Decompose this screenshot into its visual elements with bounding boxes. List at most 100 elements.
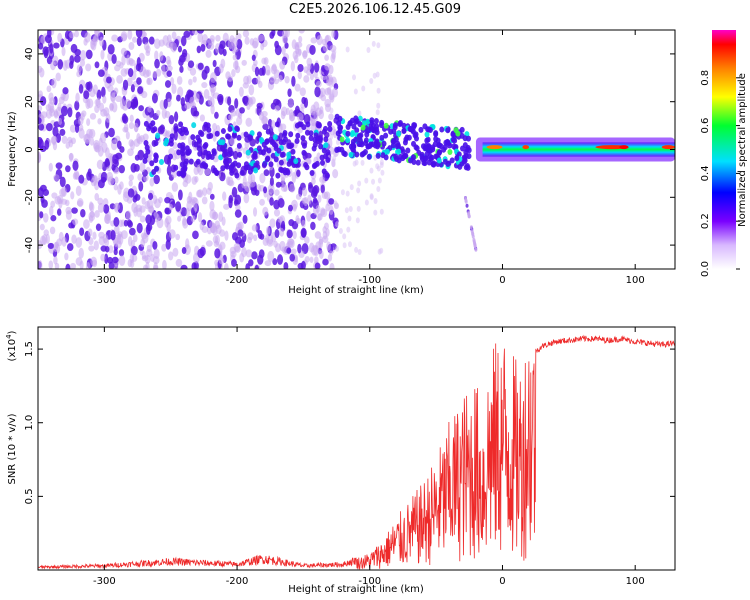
noise-blob xyxy=(245,117,253,127)
noise-blob xyxy=(106,76,112,84)
snr-series-line xyxy=(38,334,675,570)
signal-blob xyxy=(186,148,192,155)
noise-blob xyxy=(287,88,292,98)
noise-blob xyxy=(94,192,100,201)
noise-blob xyxy=(53,109,59,118)
noise-blob xyxy=(231,232,239,241)
noise-blob xyxy=(379,161,384,168)
noise-blob xyxy=(246,236,252,244)
noise-blob xyxy=(71,234,77,244)
signal-blob xyxy=(397,153,403,160)
spectrogram-marks xyxy=(38,30,675,269)
noise-blob xyxy=(128,122,135,130)
noise-blob xyxy=(345,46,350,53)
noise-blob xyxy=(126,219,132,227)
noise-blob xyxy=(84,32,91,43)
signal-blob xyxy=(224,163,230,170)
signal-blob xyxy=(374,129,380,136)
signal-blob xyxy=(218,154,224,161)
noise-blob xyxy=(117,233,122,245)
noise-blob xyxy=(133,122,139,133)
noise-blob xyxy=(140,238,146,248)
noise-blob xyxy=(132,96,138,107)
signal-blob xyxy=(327,120,333,127)
noise-blob xyxy=(39,211,44,219)
noise-blob xyxy=(129,114,134,123)
noise-blob xyxy=(231,69,236,78)
noise-blob xyxy=(38,152,42,163)
signal-blob xyxy=(199,162,205,169)
signal-blob xyxy=(419,153,425,160)
signal-blob xyxy=(214,130,220,137)
noise-blob xyxy=(253,234,258,242)
noise-blob xyxy=(74,123,80,134)
noise-blob xyxy=(107,44,115,55)
noise-blob xyxy=(289,253,296,262)
signal-blob xyxy=(335,130,341,137)
noise-blob xyxy=(80,49,87,61)
top-y-tick-label: 40 xyxy=(24,48,35,61)
noise-blob xyxy=(195,93,200,103)
signal-blob xyxy=(414,145,420,152)
noise-blob xyxy=(209,200,215,212)
noise-blob xyxy=(141,197,146,205)
noise-blob xyxy=(349,184,354,191)
noise-blob xyxy=(259,172,266,184)
noise-blob xyxy=(314,262,321,269)
noise-blob xyxy=(311,177,316,185)
signal-blob xyxy=(447,148,453,155)
noise-blob xyxy=(171,182,179,192)
noise-blob xyxy=(272,98,280,106)
noise-blob xyxy=(38,123,45,131)
signal-blob xyxy=(350,145,356,152)
signal-blob xyxy=(268,161,274,168)
noise-blob xyxy=(369,77,374,84)
noise-blob xyxy=(99,36,104,47)
bottom-x-tick-label: -100 xyxy=(358,576,381,587)
signal-blob xyxy=(191,122,197,129)
signal-blob xyxy=(178,121,184,128)
noise-blob xyxy=(85,261,91,269)
noise-blob xyxy=(214,111,219,119)
noise-blob xyxy=(274,45,282,56)
noise-blob xyxy=(166,65,173,72)
top-y-tick-label: -20 xyxy=(24,189,35,205)
noise-blob xyxy=(182,216,187,226)
signal-blob xyxy=(243,131,249,138)
noise-blob xyxy=(54,262,60,269)
noise-blob xyxy=(324,222,329,230)
noise-blob xyxy=(342,233,347,240)
noise-blob xyxy=(239,252,245,263)
noise-blob xyxy=(280,106,288,117)
noise-blob xyxy=(108,261,115,269)
signal-blob xyxy=(188,158,194,165)
signal-blob xyxy=(305,121,311,128)
noise-blob xyxy=(205,240,213,247)
noise-blob xyxy=(97,202,105,213)
noise-blob xyxy=(42,212,49,223)
noise-blob xyxy=(257,34,265,42)
noise-blob xyxy=(144,200,151,210)
noise-blob xyxy=(75,237,83,248)
noise-blob xyxy=(76,70,82,78)
noise-blob xyxy=(108,245,114,254)
noise-blob xyxy=(65,142,71,149)
noise-blob xyxy=(109,103,114,112)
noise-blob xyxy=(281,246,287,253)
noise-blob xyxy=(286,247,292,254)
noise-blob xyxy=(175,233,181,241)
noise-blob xyxy=(75,257,83,266)
noise-blob xyxy=(128,227,136,236)
noise-blob xyxy=(328,250,333,257)
signal-blob xyxy=(415,159,421,166)
noise-blob xyxy=(138,181,144,192)
noise-blob xyxy=(132,233,138,243)
noise-blob xyxy=(267,184,275,195)
noise-blob xyxy=(152,70,158,79)
signal-blob xyxy=(274,121,280,128)
noise-blob xyxy=(297,243,302,254)
noise-blob xyxy=(127,188,135,198)
noise-blob xyxy=(214,248,221,259)
noise-blob xyxy=(294,54,299,64)
noise-blob xyxy=(159,51,164,62)
